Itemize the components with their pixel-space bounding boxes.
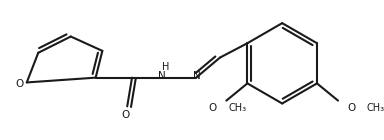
Text: H: H: [162, 62, 169, 72]
Text: CH₃: CH₃: [367, 103, 384, 113]
Text: N: N: [193, 71, 201, 81]
Text: N: N: [158, 71, 166, 81]
Text: O: O: [121, 110, 129, 120]
Text: CH₃: CH₃: [228, 103, 247, 113]
Text: O: O: [347, 103, 356, 113]
Text: O: O: [209, 103, 217, 113]
Text: O: O: [15, 79, 23, 89]
